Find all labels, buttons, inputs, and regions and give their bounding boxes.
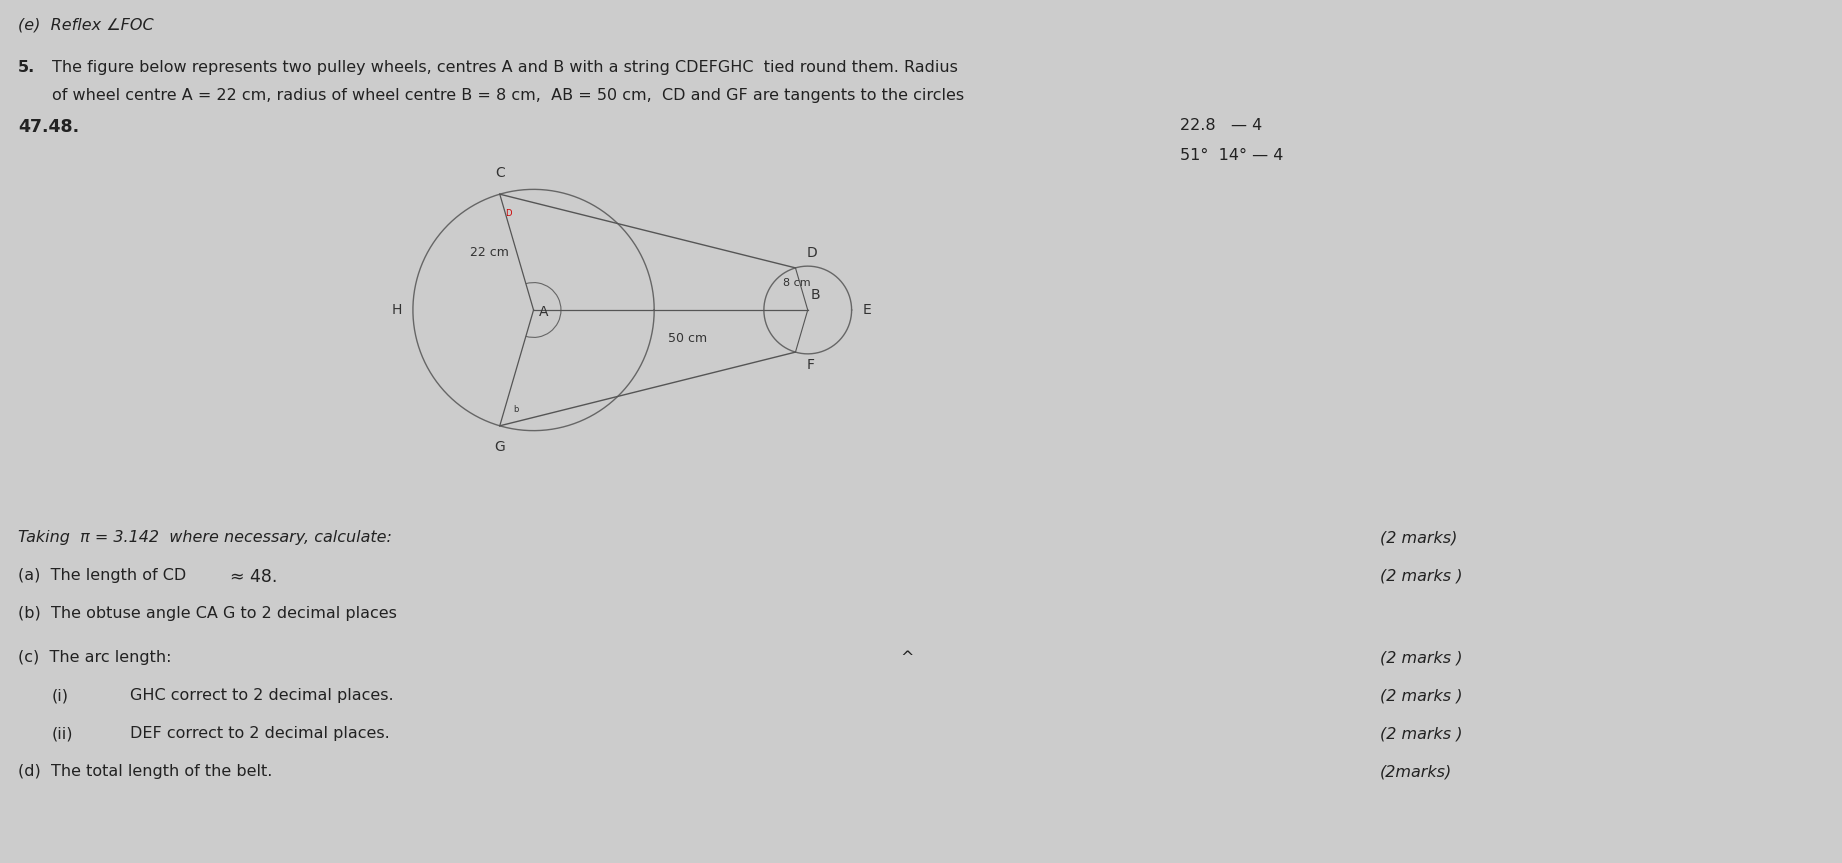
Text: 5.: 5. (18, 60, 35, 75)
Text: 50 cm: 50 cm (667, 332, 707, 345)
Text: Taking  π = 3.142  where necessary, calculate:: Taking π = 3.142 where necessary, calcul… (18, 530, 392, 545)
Text: (b)  The obtuse angle CA G to 2 decimal places: (b) The obtuse angle CA G to 2 decimal p… (18, 606, 396, 621)
Text: GHC correct to 2 decimal places.: GHC correct to 2 decimal places. (131, 688, 394, 703)
Text: (d)  The total length of the belt.: (d) The total length of the belt. (18, 764, 273, 779)
Text: H: H (392, 303, 402, 317)
Text: 47.48.: 47.48. (18, 118, 79, 136)
Text: B: B (810, 287, 820, 302)
Text: ^: ^ (901, 650, 914, 665)
Text: (2 marks ): (2 marks ) (1380, 650, 1463, 665)
Text: (a)  The length of CD: (a) The length of CD (18, 568, 186, 583)
Text: D: D (807, 246, 818, 260)
Text: (e)  Reflex ∠FOC: (e) Reflex ∠FOC (18, 18, 153, 33)
Text: 51°  14° — 4: 51° 14° — 4 (1181, 148, 1284, 163)
Text: G: G (494, 439, 505, 454)
Text: (2 marks ): (2 marks ) (1380, 688, 1463, 703)
Text: (2marks): (2marks) (1380, 764, 1451, 779)
Text: The figure below represents two pulley wheels, centres A and B with a string CDE: The figure below represents two pulley w… (52, 60, 958, 75)
Text: E: E (862, 303, 871, 317)
Text: (2 marks ): (2 marks ) (1380, 568, 1463, 583)
Text: (2 marks ): (2 marks ) (1380, 726, 1463, 741)
Text: b: b (514, 405, 519, 414)
Text: of wheel centre A = 22 cm, radius of wheel centre B = 8 cm,  AB = 50 cm,  CD and: of wheel centre A = 22 cm, radius of whe… (52, 88, 963, 103)
Text: (i): (i) (52, 688, 68, 703)
Text: C: C (495, 167, 505, 180)
Text: D: D (505, 209, 512, 217)
Text: (c)  The arc length:: (c) The arc length: (18, 650, 171, 665)
Text: 22.8   — 4: 22.8 — 4 (1181, 118, 1262, 133)
Text: (ii): (ii) (52, 726, 74, 741)
Text: DEF correct to 2 decimal places.: DEF correct to 2 decimal places. (131, 726, 391, 741)
Text: F: F (807, 357, 814, 372)
Text: A: A (540, 305, 549, 318)
Text: (2 marks): (2 marks) (1380, 530, 1457, 545)
Text: 8 cm: 8 cm (783, 278, 810, 287)
Text: 22 cm: 22 cm (470, 246, 508, 259)
Text: ≈ 48.: ≈ 48. (230, 568, 278, 586)
